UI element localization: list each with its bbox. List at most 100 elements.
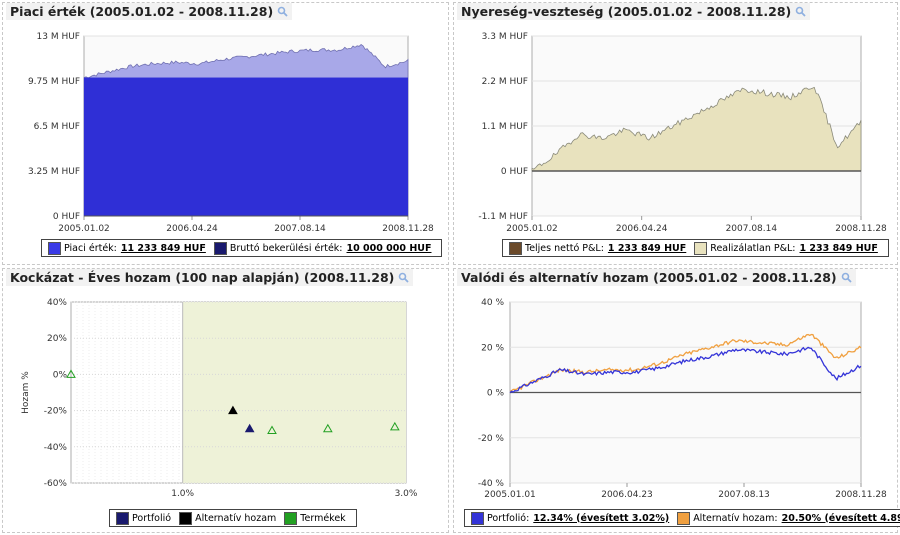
pnl-legend: Teljes nettó P&L: 1 233 849 HUF Realizálat… bbox=[502, 239, 889, 257]
x-tick-label: 1.0% bbox=[171, 489, 194, 499]
legend-value[interactable]: 10 000 000 HUF bbox=[346, 242, 432, 254]
x-tick-label: 2005.01.02 bbox=[506, 224, 558, 234]
legend-label: Alternatív hozam: bbox=[693, 512, 778, 524]
series-unrealized-pnl bbox=[531, 86, 862, 172]
legend-swatch bbox=[48, 241, 61, 255]
panel-title: Nyereség-veszteség (2005.01.02 - 2008.11… bbox=[457, 3, 811, 20]
series-portfolio-line bbox=[509, 346, 862, 394]
y-tick-label: 0 HUF bbox=[53, 212, 80, 222]
x-tick-label: 2007.08.14 bbox=[274, 224, 326, 234]
y-tick-label: -60% bbox=[44, 479, 68, 489]
pnl-title: Nyereség-veszteség (2005.01.02 - 2008.11… bbox=[461, 4, 792, 19]
y-tick-label: 40% bbox=[47, 298, 67, 308]
legend-swatch bbox=[179, 511, 193, 525]
y-tick-label: -40% bbox=[44, 443, 68, 453]
legend-value[interactable]: 11 233 849 HUF bbox=[120, 242, 206, 254]
legend-swatch bbox=[471, 511, 484, 525]
pnl-panel: Nyereség-veszteség (2005.01.02 - 2008.11… bbox=[453, 2, 898, 265]
legend-label: Bruttó bekerülési érték: bbox=[229, 242, 343, 254]
legend-label: Portfolió: bbox=[487, 512, 530, 524]
y-tick-label: 1.1 M HUF bbox=[482, 122, 528, 132]
x-tick-label: 2005.01.02 bbox=[58, 224, 110, 234]
point-term-kek bbox=[66, 369, 76, 378]
point-term-kek bbox=[322, 423, 333, 433]
y-tick-label: 3.3 M HUF bbox=[482, 32, 528, 42]
real-alt-return-chart: 40 % 20 % 0 % -20 % -40 %2005.01.01 2006.04.2… bbox=[478, 298, 887, 500]
legend-item: Portfolió: 12.34% (évesített 3.02%) bbox=[469, 511, 670, 525]
y-tick-label: -20 % bbox=[478, 434, 505, 444]
x-tick-label: 2006.04.24 bbox=[616, 224, 668, 234]
risk-return-panel: Kockázat - Éves hozam (100 nap alapján) … bbox=[2, 268, 449, 533]
legend-item: Termékek bbox=[282, 511, 346, 525]
legend-item: Realizálatlan P&L: 1 233 849 HUF bbox=[692, 241, 878, 255]
panel-title: Piaci érték (2005.01.02 - 2008.11.28) bbox=[6, 3, 293, 20]
legend-value[interactable]: 20.50% (évesített 4.89%) bbox=[781, 512, 900, 524]
x-tick-label: 2008.11.28 bbox=[382, 224, 434, 234]
y-tick-label: 0 HUF bbox=[501, 167, 528, 177]
legend-value[interactable]: 1 233 849 HUF bbox=[799, 242, 878, 254]
point-term-kek bbox=[267, 425, 277, 435]
legend-item: Teljes nettó P&L: 1 233 849 HUF bbox=[507, 241, 687, 255]
y-tick-label: 13 M HUF bbox=[37, 32, 80, 42]
point-term-kek bbox=[389, 421, 400, 431]
y-tick-label: 6.5 M HUF bbox=[34, 122, 80, 132]
legend-swatch bbox=[284, 511, 298, 525]
real-alt-return-title: Valódi és alternatív hozam (2005.01.02 -… bbox=[461, 270, 837, 285]
legend-swatch bbox=[509, 241, 522, 255]
y-tick-label: 2.2 M HUF bbox=[482, 77, 528, 87]
y-tick-label: -40 % bbox=[478, 479, 505, 489]
y-axis-label: Hozam % bbox=[21, 371, 31, 414]
legend-item: Portfolió bbox=[114, 511, 172, 525]
y-tick-label: 3.25 M HUF bbox=[28, 167, 80, 177]
legend-item: Bruttó bekerülési érték: 10 000 000 HUF bbox=[212, 241, 432, 255]
y-tick-label: 20 % bbox=[481, 343, 504, 353]
real-alt-return-legend: Portfolió: 12.34% (évesített 3.02%) Altern… bbox=[464, 509, 900, 527]
real-alt-return-panel: Valódi és alternatív hozam (2005.01.02 -… bbox=[453, 268, 900, 533]
y-tick-label: -20% bbox=[44, 407, 68, 417]
panel-title: Valódi és alternatív hozam (2005.01.02 -… bbox=[457, 269, 856, 286]
y-tick-label: 0% bbox=[53, 370, 68, 380]
legend-value[interactable]: 12.34% (évesített 3.02%) bbox=[533, 512, 670, 524]
legend-item: Alternatív hozam bbox=[177, 511, 277, 525]
market-value-chart: 0 HUF 3.25 M HUF 6.5 M HUF 9.75 M HUF 13 M H… bbox=[28, 32, 434, 234]
legend-swatch bbox=[213, 241, 227, 255]
legend-label: Portfolió bbox=[132, 512, 172, 524]
legend-label: Alternatív hozam bbox=[195, 512, 277, 524]
y-tick-label: -1.1 M HUF bbox=[478, 212, 528, 222]
legend-item: Piaci érték: 11 233 849 HUF bbox=[46, 241, 206, 255]
market-value-legend: Piaci érték: 11 233 849 HUF Bruttó bekerül… bbox=[41, 239, 443, 257]
x-tick-label: 3.0% bbox=[395, 489, 418, 499]
risk-return-legend: Portfolió Alternatív hozam Termékek bbox=[109, 509, 357, 527]
legend-label: Realizálatlan P&L: bbox=[710, 242, 796, 254]
x-tick-label: 2006.04.23 bbox=[601, 490, 653, 500]
y-tick-label: 9.75 M HUF bbox=[28, 77, 80, 87]
legend-swatch bbox=[677, 511, 691, 525]
market-value-title: Piaci érték (2005.01.02 - 2008.11.28) bbox=[10, 4, 274, 19]
legend-label: Termékek bbox=[300, 512, 346, 524]
panel-title: Kockázat - Éves hozam (100 nap alapján) … bbox=[6, 269, 414, 286]
legend-item: Alternatív hozam:20.50% (évesített 4.89%… bbox=[675, 511, 900, 525]
zoom-icon[interactable] bbox=[841, 272, 852, 283]
x-tick-label: 2005.01.01 bbox=[484, 490, 536, 500]
legend-swatch bbox=[116, 511, 129, 525]
x-tick-label: 2007.08.13 bbox=[718, 490, 770, 500]
x-tick-label: 2008.11.28 bbox=[835, 224, 887, 234]
zoom-icon[interactable] bbox=[795, 6, 806, 17]
x-tick-label: 2006.04.24 bbox=[166, 224, 218, 234]
market-value-panel: Piaci érték (2005.01.02 - 2008.11.28) 0 … bbox=[2, 2, 449, 265]
y-tick-label: 20% bbox=[47, 334, 67, 344]
risk-return-chart: 40% 20% 0% -20% -40% -60% 1.0% 3.0% Hozam % bbox=[21, 298, 418, 499]
legend-swatch bbox=[694, 241, 708, 255]
legend-value[interactable]: 1 233 849 HUF bbox=[607, 242, 687, 254]
legend-label: Piaci érték: bbox=[64, 242, 117, 254]
point-portfoli- bbox=[244, 423, 255, 433]
zoom-icon[interactable] bbox=[277, 6, 288, 17]
risk-return-title: Kockázat - Éves hozam (100 nap alapján) … bbox=[10, 270, 395, 285]
y-tick-label: 40 % bbox=[481, 298, 504, 308]
x-tick-label: 2007.08.14 bbox=[726, 224, 778, 234]
x-tick-label: 2008.11.28 bbox=[835, 490, 887, 500]
legend-label: Teljes nettó P&L: bbox=[525, 242, 604, 254]
series-gross-cost bbox=[84, 77, 408, 217]
positive-return-region bbox=[182, 302, 406, 483]
zoom-icon[interactable] bbox=[398, 272, 410, 283]
